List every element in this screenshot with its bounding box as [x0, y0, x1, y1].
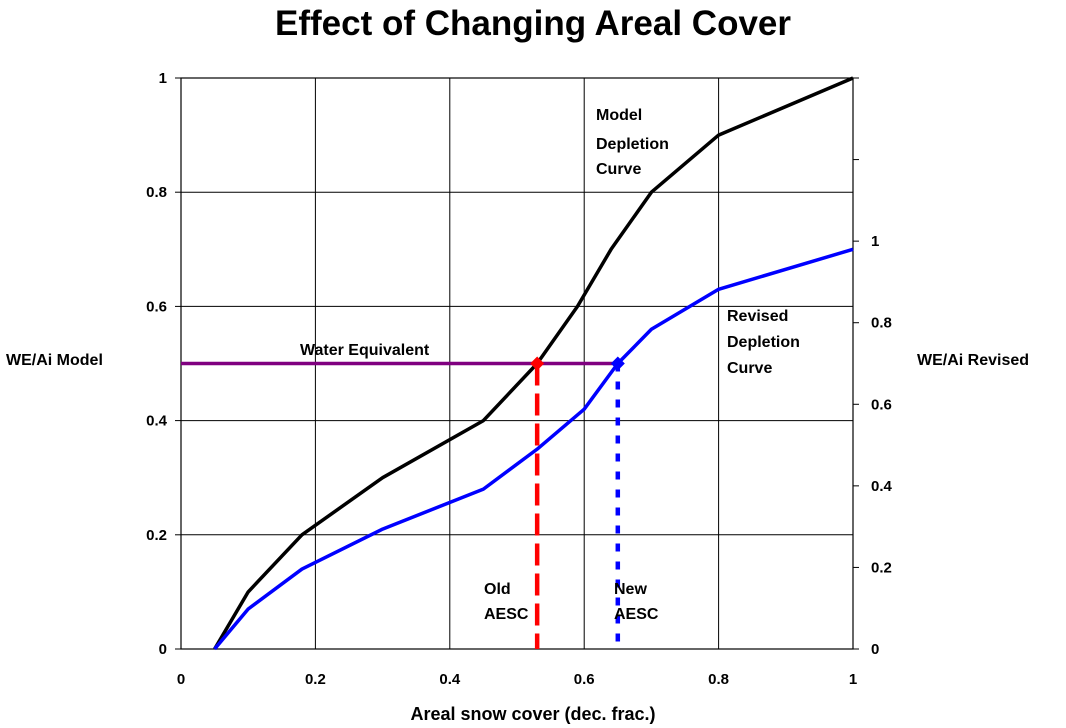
x-tick-label: 1	[849, 671, 857, 688]
y-axis-right-label: WE/Ai Revised	[917, 352, 1030, 369]
old-aesc-diamond	[530, 356, 545, 371]
y-left-tick-label: 0.6	[146, 298, 167, 315]
y-left-tick-label: 0.2	[146, 527, 167, 544]
new-aesc-diamond	[610, 356, 625, 371]
y-right-tick-label: 0.8	[871, 315, 892, 332]
chart-title: Effect of Changing Areal Cover	[275, 4, 791, 43]
y-left-tick-label: 0.8	[146, 184, 167, 201]
new-aesc-annotation: New	[614, 581, 647, 598]
y-right-tick-label: 0.6	[871, 396, 892, 413]
revised-curve-annotation: Revised	[727, 308, 788, 325]
new-aesc-annotation: AESC	[614, 606, 659, 623]
revised-curve-annotation: Depletion	[727, 334, 800, 351]
y-right-tick-label: 0	[871, 641, 879, 658]
x-tick-label: 0	[177, 671, 185, 688]
y-axis-left-label: WE/Ai Model	[6, 352, 103, 369]
model-curve-annotation: Model	[596, 107, 642, 124]
y-right-tick-label: 1	[871, 233, 879, 250]
model-curve-annotation: Curve	[596, 161, 641, 178]
x-axis-label: Areal snow cover (dec. frac.)	[410, 704, 656, 724]
x-tick-label: 0.2	[305, 671, 326, 688]
x-tick-label: 0.6	[574, 671, 595, 688]
revised-curve-annotation: Curve	[727, 360, 772, 377]
x-tick-label: 0.4	[439, 671, 461, 688]
x-tick-label: 0.8	[708, 671, 729, 688]
y-left-tick-label: 0.4	[146, 413, 168, 430]
y-left-tick-label: 0	[159, 641, 167, 658]
old-aesc-annotation: Old	[484, 581, 511, 598]
model-curve-annotation: Depletion	[596, 136, 669, 153]
old-aesc-annotation: AESC	[484, 606, 529, 623]
water-equivalent-annotation: Water Equivalent	[300, 342, 430, 359]
y-right-tick-label: 0.4	[871, 478, 893, 495]
y-right-tick-label: 0.2	[871, 559, 892, 576]
y-left-tick-label: 1	[159, 70, 167, 87]
revised-depletion-line	[213, 247, 854, 651]
